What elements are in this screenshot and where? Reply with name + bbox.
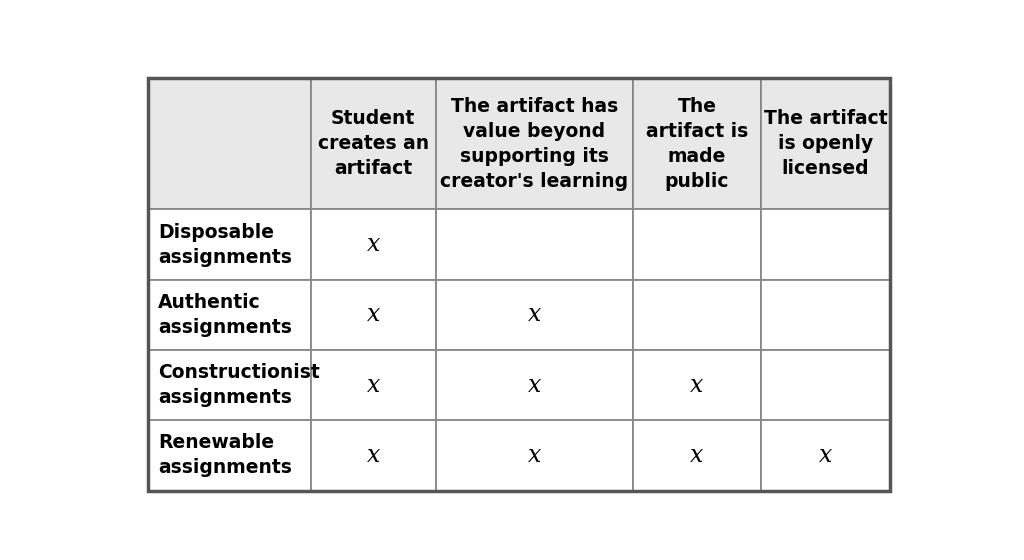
Bar — [310, 421, 436, 491]
Bar — [310, 280, 436, 350]
Bar — [147, 209, 310, 280]
Bar — [436, 350, 633, 421]
Bar — [147, 78, 310, 209]
Bar — [633, 421, 761, 491]
Bar — [633, 209, 761, 280]
Text: x: x — [527, 444, 541, 467]
Bar — [310, 78, 436, 209]
Text: x: x — [367, 304, 380, 326]
Bar — [633, 280, 761, 350]
Bar — [147, 350, 310, 421]
Bar — [310, 350, 436, 421]
Text: x: x — [690, 444, 703, 467]
Text: x: x — [527, 374, 541, 396]
Bar — [633, 78, 761, 209]
Bar — [436, 280, 633, 350]
Text: The artifact
is openly
licensed: The artifact is openly licensed — [764, 109, 888, 178]
Text: x: x — [527, 304, 541, 326]
Text: x: x — [367, 444, 380, 467]
Bar — [147, 421, 310, 491]
Text: The
artifact is
made
public: The artifact is made public — [646, 97, 749, 191]
Bar — [147, 280, 310, 350]
Text: Constructionist
assignments: Constructionist assignments — [158, 363, 319, 407]
Text: The artifact has
value beyond
supporting its
creator's learning: The artifact has value beyond supporting… — [440, 97, 629, 191]
Text: x: x — [367, 374, 380, 396]
Bar — [761, 78, 890, 209]
Text: x: x — [690, 374, 703, 396]
Text: Disposable
assignments: Disposable assignments — [158, 223, 292, 267]
Bar — [761, 350, 890, 421]
Bar — [761, 280, 890, 350]
Text: x: x — [367, 233, 380, 256]
Text: Student
creates an
artifact: Student creates an artifact — [317, 109, 429, 178]
Text: Authentic
assignments: Authentic assignments — [158, 293, 292, 337]
Bar — [633, 350, 761, 421]
Bar — [436, 209, 633, 280]
Bar — [761, 421, 890, 491]
Bar — [761, 209, 890, 280]
Text: Renewable
assignments: Renewable assignments — [158, 433, 292, 478]
Text: x: x — [819, 444, 833, 467]
Bar — [436, 78, 633, 209]
Bar — [436, 421, 633, 491]
Bar — [310, 209, 436, 280]
